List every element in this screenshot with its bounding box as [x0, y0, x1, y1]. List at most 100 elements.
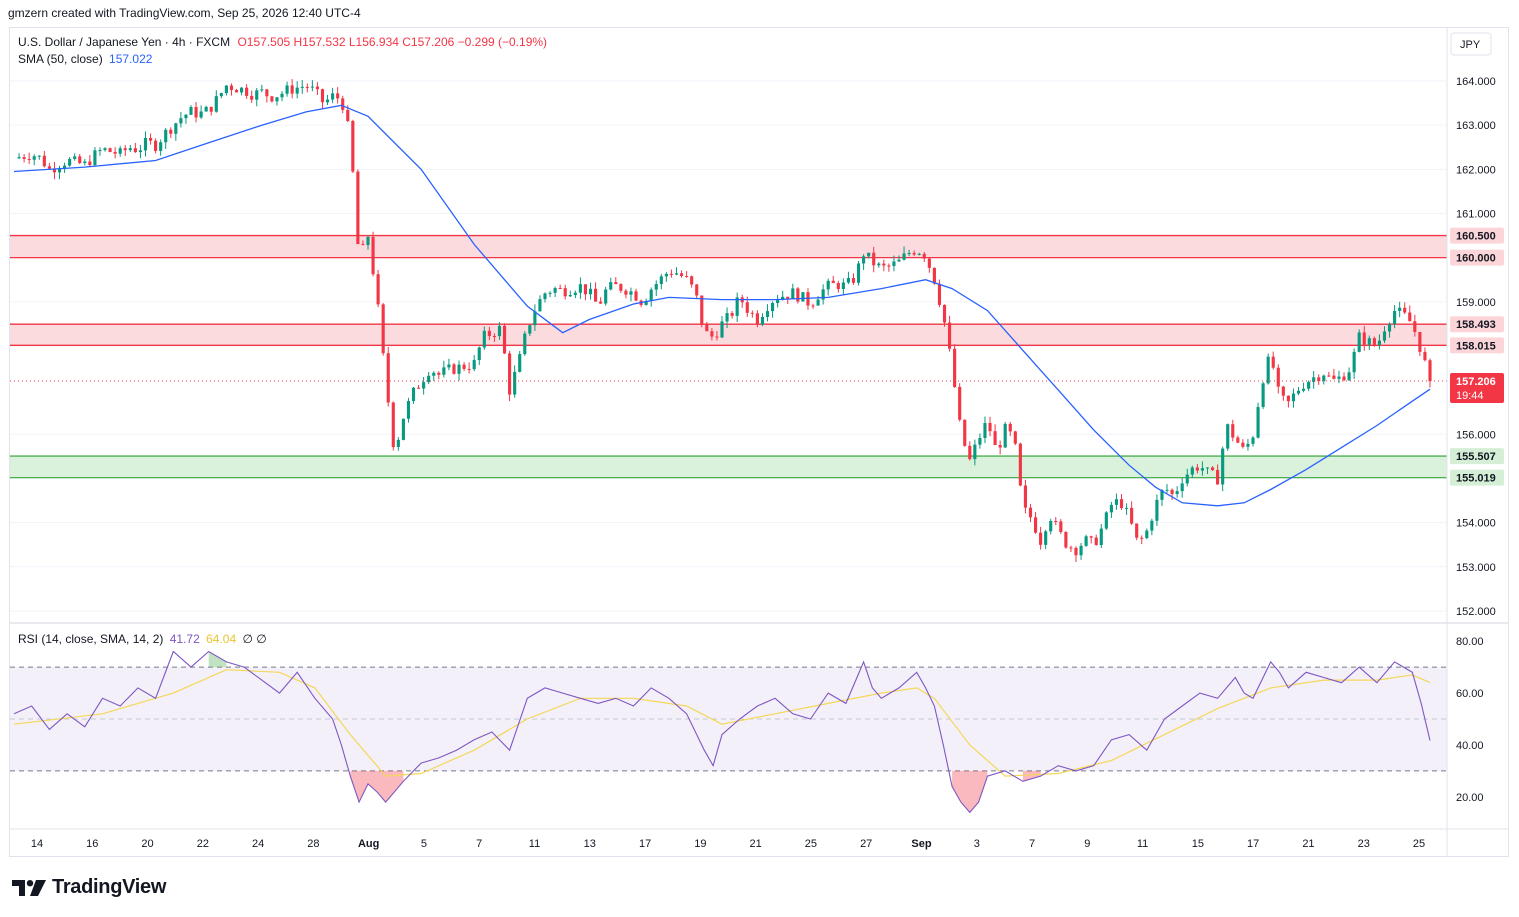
candle-body	[1317, 377, 1321, 382]
candle-body	[1347, 372, 1351, 381]
candle-body	[1403, 307, 1407, 313]
candle-body	[1210, 467, 1215, 471]
candle-body	[594, 288, 598, 302]
candle-body	[1064, 531, 1068, 548]
candle-body	[320, 89, 325, 103]
time-tick-label: 22	[197, 838, 209, 850]
candle-body	[159, 142, 163, 151]
candle-body	[811, 305, 815, 307]
candle-body	[1069, 547, 1073, 549]
candle-body	[128, 148, 132, 151]
candle-body	[234, 90, 239, 93]
time-tick-label: 7	[476, 838, 482, 850]
resistance-zone-low-label: 158.015	[1456, 340, 1496, 352]
candle-body	[568, 295, 572, 297]
time-tick-label: 5	[421, 838, 427, 850]
candle-body	[1337, 376, 1341, 379]
sma-legend-label[interactable]: SMA (50, close)	[18, 52, 103, 66]
candle-body	[1044, 531, 1048, 545]
candle-body	[963, 419, 967, 446]
candle-body	[93, 150, 97, 166]
rsi-oversold-fill	[350, 770, 404, 803]
candle-body	[669, 273, 673, 275]
candle-body	[1408, 312, 1412, 322]
candle-body	[103, 148, 107, 151]
candle-body	[619, 284, 623, 291]
candle-body	[973, 444, 977, 460]
candle-body	[826, 280, 830, 290]
rsi-legend-extra: ∅ ∅	[242, 632, 267, 646]
candle-body	[371, 236, 375, 275]
candle-body	[1170, 489, 1174, 495]
candle-body	[543, 293, 547, 300]
candle-body	[447, 364, 451, 368]
candle-body	[695, 284, 699, 296]
candle-body	[1013, 431, 1017, 444]
candle-body	[953, 348, 957, 387]
price-tick-label: 153.000	[1456, 562, 1496, 574]
tradingview-logo[interactable]: TradingView	[12, 876, 166, 899]
candle-body	[771, 303, 775, 312]
candle-body	[154, 140, 158, 151]
candle-body	[1155, 499, 1159, 521]
rsi-legend: RSI (14, close, SMA, 14, 2) 41.72 64.04 …	[18, 632, 267, 646]
candle-body	[310, 86, 314, 88]
candle-body	[528, 325, 532, 334]
rsi-line	[13, 650, 1431, 814]
candle-body	[209, 106, 213, 112]
candle-body	[1377, 340, 1381, 346]
candle-body	[143, 137, 148, 151]
candle-body	[1352, 351, 1356, 373]
candle-body	[685, 275, 689, 277]
candle-body	[700, 295, 704, 325]
candle-body	[1251, 437, 1255, 444]
candle-body	[917, 253, 921, 255]
candle-body	[437, 372, 441, 375]
symbol-title[interactable]: U.S. Dollar / Japanese Yen · 4h · FXCM	[18, 35, 231, 49]
candle-body	[341, 98, 345, 110]
candle-body	[968, 445, 972, 460]
candle-body	[781, 296, 785, 300]
price-tick-label: 161.000	[1456, 208, 1496, 220]
candle-body	[1114, 499, 1119, 505]
candle-body	[776, 299, 780, 304]
candle-body	[1145, 530, 1149, 539]
time-tick-label: 11	[1137, 838, 1148, 850]
candle-body	[245, 87, 249, 96]
candle-body	[118, 148, 122, 154]
candle-body	[386, 353, 390, 403]
candle-body	[856, 263, 861, 283]
support-zone-low-label: 155.019	[1456, 473, 1496, 485]
rsi-tick-label: 40.00	[1456, 740, 1484, 752]
candle-body	[1302, 388, 1306, 391]
candle-body	[988, 422, 992, 432]
tradingview-logo-text: TradingView	[52, 876, 167, 898]
candle-body	[1231, 424, 1235, 438]
candle-body	[1130, 507, 1134, 524]
candle-body	[690, 276, 694, 285]
candle-body	[1226, 424, 1230, 449]
candle-body	[73, 156, 77, 159]
candle-body	[1140, 537, 1144, 539]
candle-body	[22, 157, 26, 159]
candle-body	[1084, 536, 1088, 546]
candle-body	[1033, 517, 1038, 533]
candle-body	[52, 168, 57, 173]
candle-body	[745, 302, 749, 313]
candle-body	[750, 312, 754, 314]
rsi-legend-label[interactable]: RSI (14, close, SMA, 14, 2)	[18, 632, 164, 646]
candle-body	[998, 445, 1002, 448]
candle-body	[614, 282, 618, 285]
time-tick-label: 20	[141, 838, 153, 850]
candle-body	[801, 292, 805, 302]
time-tick-label: 27	[860, 838, 872, 850]
candle-body	[88, 161, 92, 166]
candle-body	[133, 148, 137, 153]
candle-body	[786, 296, 790, 299]
candle-body	[83, 161, 87, 164]
resistance-zone-high-label-box	[1450, 227, 1504, 244]
time-tick-label: 25	[1413, 838, 1425, 850]
candle-body	[578, 284, 582, 293]
candle-body	[174, 123, 178, 134]
